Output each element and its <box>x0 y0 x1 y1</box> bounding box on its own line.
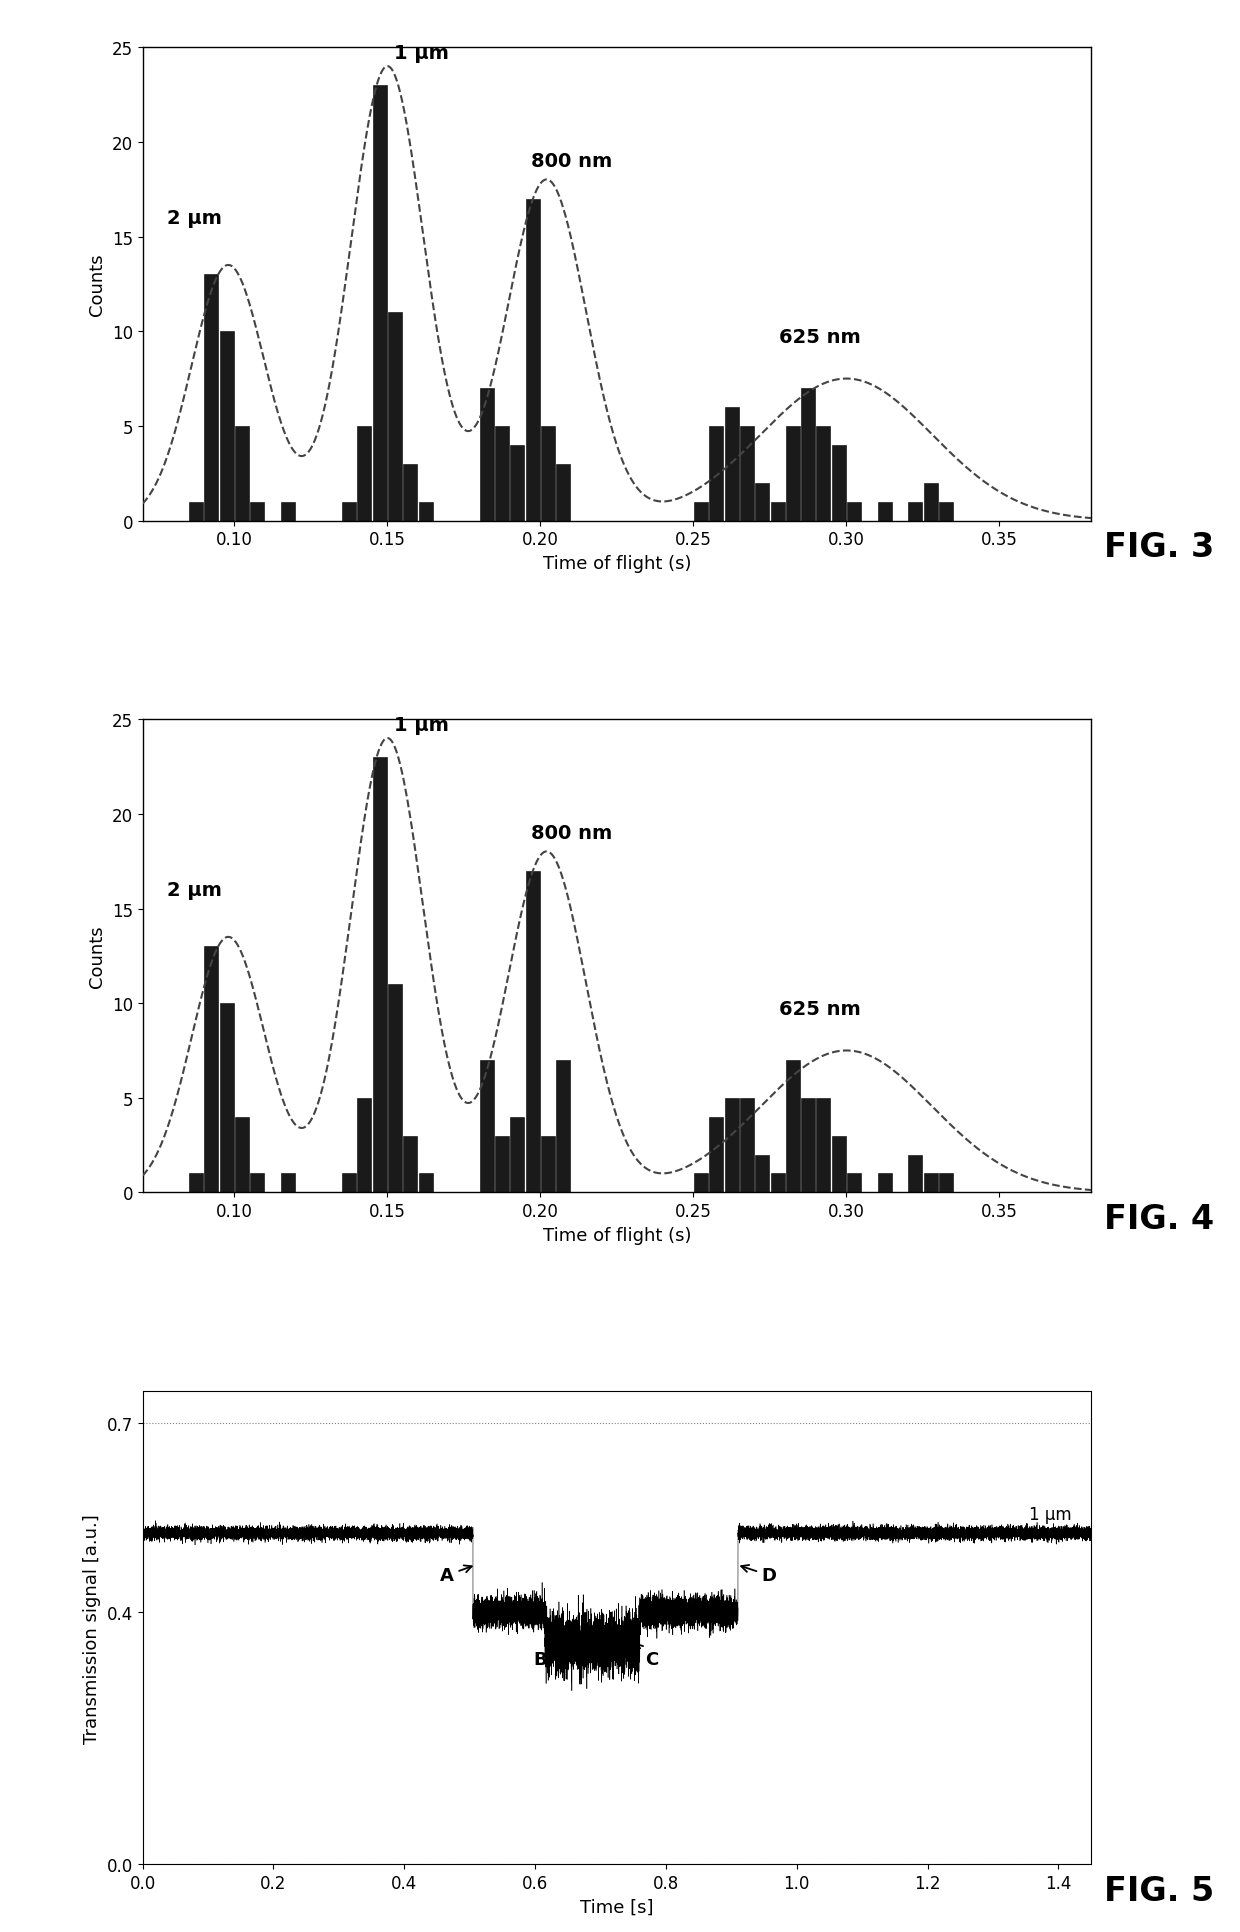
Bar <box>236 1117 249 1192</box>
Bar <box>281 1175 295 1192</box>
Bar <box>770 1175 785 1192</box>
Bar <box>847 502 861 522</box>
Bar <box>878 1175 892 1192</box>
Bar <box>709 1117 723 1192</box>
Bar <box>908 502 923 522</box>
Bar <box>281 502 295 522</box>
Bar <box>878 502 892 522</box>
Bar <box>495 427 510 522</box>
Y-axis label: Counts: Counts <box>88 253 107 317</box>
Text: 2 μm: 2 μm <box>167 881 222 900</box>
Bar <box>511 1117 525 1192</box>
Text: A: A <box>440 1565 471 1584</box>
Text: 1 μm: 1 μm <box>393 717 449 734</box>
Bar <box>190 502 203 522</box>
Bar <box>541 427 556 522</box>
Bar <box>924 483 937 522</box>
Bar <box>694 502 708 522</box>
Bar <box>724 408 739 522</box>
Text: 1 μm: 1 μm <box>393 44 449 64</box>
Bar <box>816 1097 831 1192</box>
Text: D: D <box>742 1565 776 1584</box>
Text: 800 nm: 800 nm <box>531 153 613 172</box>
Text: C: C <box>635 1644 658 1669</box>
Bar <box>250 1175 264 1192</box>
Bar <box>770 502 785 522</box>
Text: 1 μm: 1 μm <box>1029 1505 1071 1524</box>
Text: FIG. 3: FIG. 3 <box>1104 531 1214 564</box>
Bar <box>786 427 800 522</box>
Text: 2 μm: 2 μm <box>167 209 222 228</box>
Bar <box>236 427 249 522</box>
Bar <box>557 1061 570 1192</box>
Bar <box>419 1175 433 1192</box>
Text: 625 nm: 625 nm <box>779 999 861 1018</box>
Text: B: B <box>533 1644 563 1669</box>
Bar <box>755 483 769 522</box>
Bar <box>939 1175 952 1192</box>
Bar <box>557 464 570 522</box>
Bar <box>511 446 525 522</box>
Bar <box>342 1175 356 1192</box>
Bar <box>388 313 402 522</box>
Bar <box>924 1175 937 1192</box>
Bar <box>205 947 218 1192</box>
Bar <box>694 1175 708 1192</box>
Bar <box>724 1097 739 1192</box>
Bar <box>495 1136 510 1192</box>
Text: FIG. 4: FIG. 4 <box>1104 1202 1214 1235</box>
Y-axis label: Transmission signal [a.u.]: Transmission signal [a.u.] <box>83 1513 102 1743</box>
Bar <box>832 1136 846 1192</box>
X-axis label: Time of flight (s): Time of flight (s) <box>543 554 691 572</box>
Bar <box>403 1136 418 1192</box>
Bar <box>526 871 539 1192</box>
Bar <box>373 87 387 522</box>
Bar <box>419 502 433 522</box>
Bar <box>357 427 372 522</box>
Bar <box>755 1155 769 1192</box>
Bar <box>740 427 754 522</box>
Y-axis label: Counts: Counts <box>88 925 107 987</box>
Text: FIG. 5: FIG. 5 <box>1104 1874 1214 1907</box>
Bar <box>847 1175 861 1192</box>
X-axis label: Time of flight (s): Time of flight (s) <box>543 1227 691 1244</box>
Bar <box>908 1155 923 1192</box>
Bar <box>219 1003 234 1192</box>
Bar <box>342 502 356 522</box>
X-axis label: Time [s]: Time [s] <box>580 1897 653 1917</box>
Text: 625 nm: 625 nm <box>779 328 861 348</box>
Bar <box>357 1097 372 1192</box>
Bar <box>526 199 539 522</box>
Bar <box>190 1175 203 1192</box>
Bar <box>373 757 387 1192</box>
Bar <box>219 332 234 522</box>
Bar <box>403 464 418 522</box>
Bar <box>709 427 723 522</box>
Bar <box>939 502 952 522</box>
Bar <box>786 1061 800 1192</box>
Bar <box>832 446 846 522</box>
Bar <box>205 274 218 522</box>
Bar <box>480 1061 494 1192</box>
Bar <box>740 1097 754 1192</box>
Text: 800 nm: 800 nm <box>531 823 613 842</box>
Bar <box>541 1136 556 1192</box>
Bar <box>816 427 831 522</box>
Bar <box>250 502 264 522</box>
Bar <box>801 388 815 522</box>
Bar <box>388 985 402 1192</box>
Bar <box>480 388 494 522</box>
Bar <box>801 1097 815 1192</box>
